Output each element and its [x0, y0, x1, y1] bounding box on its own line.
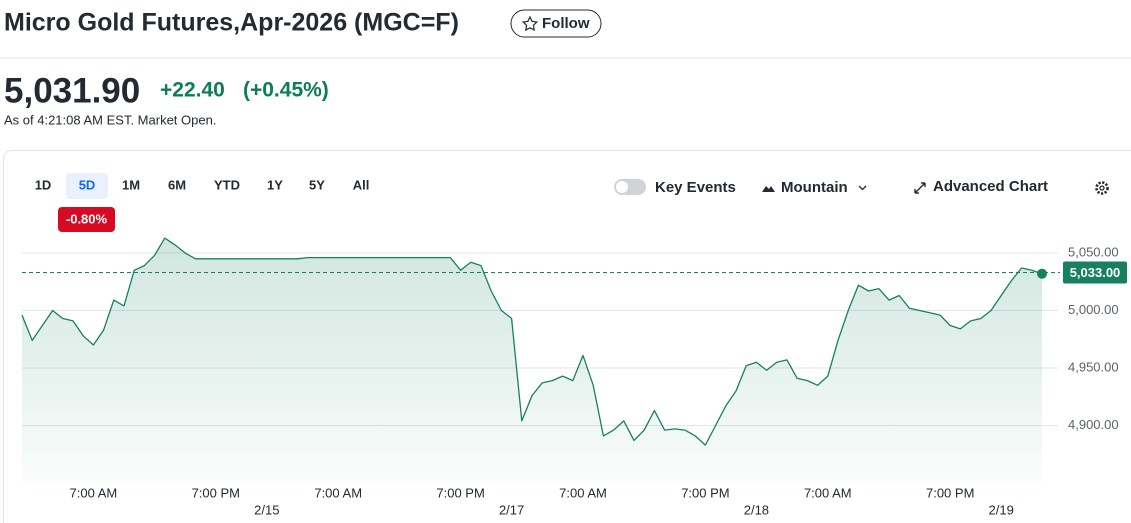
advanced-chart-button[interactable]: Advanced Chart — [914, 178, 1048, 195]
x-date-label: 2/19 — [989, 502, 1014, 517]
x-tick-label: 7:00 AM — [70, 485, 118, 500]
x-tick-label: 7:00 PM — [681, 485, 729, 500]
price-marker-label: 5,033.00 — [1070, 265, 1121, 280]
as-of: As of 4:21:08 AM EST. Market Open. — [4, 112, 216, 127]
range-label: 5D — [79, 177, 96, 192]
range-change-badge — [58, 207, 115, 232]
range-label: 1Y — [267, 177, 283, 192]
range-button[interactable]: -0.80% 5D — [58, 173, 115, 232]
range-button[interactable]: 5Y — [309, 177, 325, 192]
price-change: +22.40 — [160, 79, 225, 102]
range-label: All — [353, 177, 370, 192]
range-button[interactable]: 1D — [35, 177, 52, 192]
price: 5,031.90 — [4, 71, 140, 110]
follow-label: Follow — [542, 15, 590, 32]
area-fill — [22, 238, 1042, 483]
range-button[interactable]: YTD — [214, 177, 240, 192]
range-change: -0.80% — [66, 211, 108, 226]
x-tick-label: 7:00 PM — [436, 485, 484, 500]
range-highlight — [66, 173, 108, 199]
x-tick-label: 7:00 PM — [192, 485, 240, 500]
advanced-chart-label: Advanced Chart — [933, 178, 1048, 195]
y-tick-label: 4,900.00 — [1068, 417, 1119, 432]
x-date-label: 2/15 — [254, 502, 279, 517]
title: Micro Gold Futures,Apr-2026 (MGC=F) — [4, 9, 459, 37]
chart-type-label: Mountain — [781, 179, 848, 196]
key-events-toggle[interactable]: Key Events — [614, 179, 736, 196]
x-tick-label: 7:00 AM — [804, 485, 852, 500]
range-button[interactable]: 1Y — [267, 177, 283, 192]
plot: 4,900.00 4,950.00 5,000.00 5,050.00 7:00 AM 7… — [21, 237, 1127, 517]
price-line — [21, 237, 1043, 446]
y-tick-label: 5,000.00 — [1068, 302, 1119, 317]
range-button[interactable]: 6M — [168, 177, 186, 192]
chart-type-menu[interactable]: Mountain — [762, 179, 867, 196]
range-label: 1M — [122, 177, 140, 192]
key-events-label: Key Events — [655, 179, 736, 196]
settings-button[interactable] — [1095, 181, 1109, 195]
follow-button[interactable]: Follow — [510, 9, 602, 38]
price-change-percent: (+0.45%) — [243, 79, 329, 102]
range-label: 6M — [168, 177, 186, 192]
range-button[interactable]: 1M — [122, 177, 140, 192]
y-tick-label: 5,050.00 — [1068, 244, 1119, 259]
x-tick-label: 7:00 AM — [314, 485, 362, 500]
y-tick-label: 4,950.00 — [1068, 359, 1119, 374]
range-button[interactable]: All — [353, 177, 370, 192]
x-tick-label: 7:00 AM — [559, 485, 607, 500]
range-label: YTD — [214, 177, 240, 192]
price-marker-badge — [1063, 261, 1127, 284]
range-selector: 1D -0.80% 5D 1M 6M YTD 1Y 5Y All — [35, 173, 370, 232]
x-date-label: 2/18 — [744, 502, 769, 517]
range-label: 5Y — [309, 177, 325, 192]
last-point — [1037, 268, 1047, 279]
range-label: 1D — [35, 177, 52, 192]
x-tick-label: 7:00 PM — [926, 485, 974, 500]
x-date-label: 2/17 — [499, 502, 524, 517]
